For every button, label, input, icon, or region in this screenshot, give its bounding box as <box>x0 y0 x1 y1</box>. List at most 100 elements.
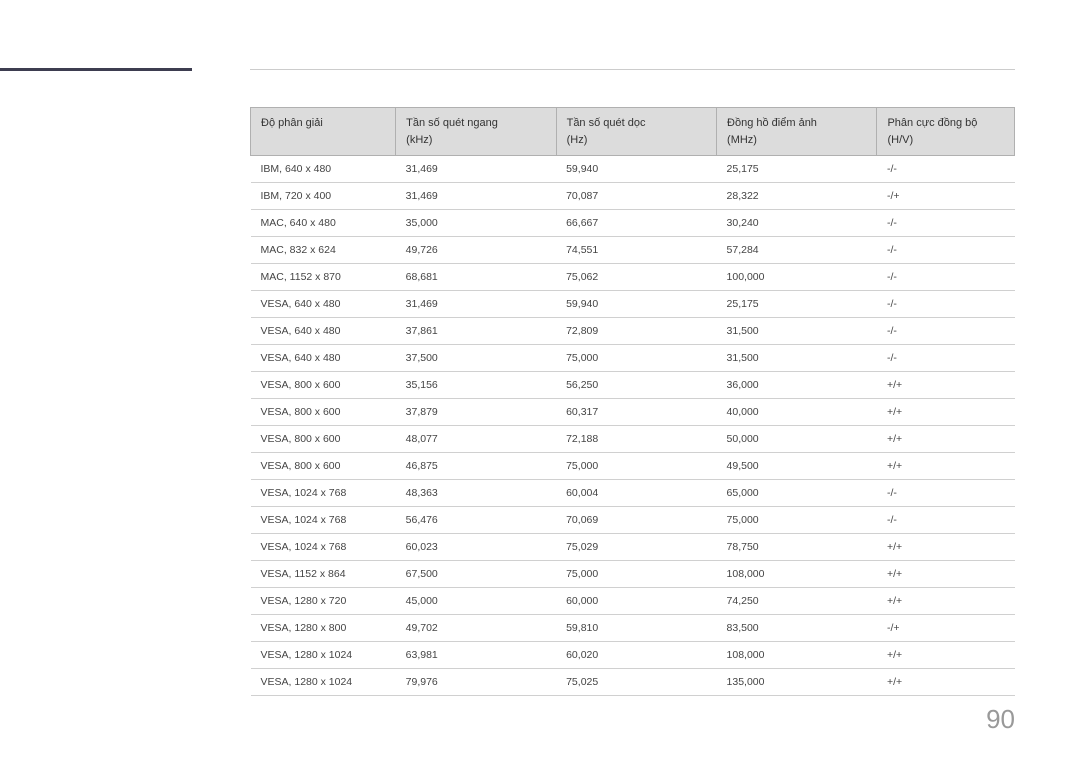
accent-line <box>0 68 192 71</box>
table-cell: 75,029 <box>556 534 716 561</box>
table-cell: 59,810 <box>556 615 716 642</box>
table-row: VESA, 1280 x 102479,97675,025135,000+/+ <box>251 669 1015 696</box>
table-row: IBM, 720 x 40031,46970,08728,322-/+ <box>251 183 1015 210</box>
table-cell: 100,000 <box>717 264 877 291</box>
table-cell: VESA, 1280 x 1024 <box>251 642 396 669</box>
table-cell: 31,500 <box>717 345 877 372</box>
table-cell: IBM, 720 x 400 <box>251 183 396 210</box>
table-cell: +/+ <box>877 453 1015 480</box>
table-cell: +/+ <box>877 642 1015 669</box>
table-cell: 35,000 <box>396 210 556 237</box>
table-cell: VESA, 1024 x 768 <box>251 480 396 507</box>
table-cell: 75,000 <box>556 453 716 480</box>
table-cell: 36,000 <box>717 372 877 399</box>
table-cell: 60,000 <box>556 588 716 615</box>
table-cell: 31,469 <box>396 291 556 318</box>
table-cell: +/+ <box>877 669 1015 696</box>
header-text: Độ phân giải <box>261 117 323 129</box>
table-cell: -/- <box>877 480 1015 507</box>
table-cell: VESA, 800 x 600 <box>251 372 396 399</box>
table-cell: -/- <box>877 345 1015 372</box>
table-cell: -/- <box>877 264 1015 291</box>
table-cell: 72,188 <box>556 426 716 453</box>
table-cell: 83,500 <box>717 615 877 642</box>
table-cell: +/+ <box>877 534 1015 561</box>
table-cell: 25,175 <box>717 291 877 318</box>
table-cell: 59,940 <box>556 156 716 183</box>
table-cell: -/- <box>877 237 1015 264</box>
table-cell: 75,062 <box>556 264 716 291</box>
table-cell: MAC, 640 x 480 <box>251 210 396 237</box>
table-cell: 30,240 <box>717 210 877 237</box>
table-row: VESA, 1280 x 80049,70259,81083,500-/+ <box>251 615 1015 642</box>
header-rule <box>250 69 1015 70</box>
table-row: VESA, 640 x 48031,46959,94025,175-/- <box>251 291 1015 318</box>
col-hfreq: Tần số quét ngang (kHz) <box>396 108 556 156</box>
table-row: VESA, 800 x 60046,87575,00049,500+/+ <box>251 453 1015 480</box>
table-cell: 56,476 <box>396 507 556 534</box>
table-cell: 70,087 <box>556 183 716 210</box>
table-cell: 68,681 <box>396 264 556 291</box>
table-cell: 108,000 <box>717 642 877 669</box>
table-cell: VESA, 1024 x 768 <box>251 507 396 534</box>
table-cell: 74,250 <box>717 588 877 615</box>
table-cell: -/+ <box>877 615 1015 642</box>
table-row: VESA, 800 x 60037,87960,31740,000+/+ <box>251 399 1015 426</box>
table-cell: +/+ <box>877 399 1015 426</box>
table-cell: VESA, 1280 x 720 <box>251 588 396 615</box>
table-cell: 49,500 <box>717 453 877 480</box>
table-cell: VESA, 800 x 600 <box>251 426 396 453</box>
table-cell: 75,000 <box>556 345 716 372</box>
header-unit: (kHz) <box>406 134 432 146</box>
table-cell: 79,976 <box>396 669 556 696</box>
header-text: Tần số quét ngang <box>406 117 498 129</box>
table-cell: VESA, 640 x 480 <box>251 345 396 372</box>
table-cell: 45,000 <box>396 588 556 615</box>
table-cell: -/- <box>877 291 1015 318</box>
table-cell: 59,940 <box>556 291 716 318</box>
table-cell: 74,551 <box>556 237 716 264</box>
table-cell: VESA, 800 x 600 <box>251 453 396 480</box>
table-cell: 46,875 <box>396 453 556 480</box>
table-row: VESA, 1024 x 76860,02375,02978,750+/+ <box>251 534 1015 561</box>
table-cell: 31,500 <box>717 318 877 345</box>
col-vfreq: Tần số quét dọc (Hz) <box>556 108 716 156</box>
table-cell: 75,000 <box>556 561 716 588</box>
table-row: VESA, 800 x 60048,07772,18850,000+/+ <box>251 426 1015 453</box>
timing-table-container: Độ phân giải Tần số quét ngang (kHz) Tần… <box>250 107 1015 696</box>
table-header-row: Độ phân giải Tần số quét ngang (kHz) Tần… <box>251 108 1015 156</box>
table-cell: 57,284 <box>717 237 877 264</box>
table-cell: +/+ <box>877 561 1015 588</box>
table-cell: -/- <box>877 318 1015 345</box>
table-cell: 31,469 <box>396 183 556 210</box>
table-cell: 72,809 <box>556 318 716 345</box>
table-cell: 48,363 <box>396 480 556 507</box>
table-cell: -/+ <box>877 183 1015 210</box>
table-cell: VESA, 1024 x 768 <box>251 534 396 561</box>
table-cell: MAC, 1152 x 870 <box>251 264 396 291</box>
table-cell: VESA, 1152 x 864 <box>251 561 396 588</box>
table-row: MAC, 1152 x 87068,68175,062100,000-/- <box>251 264 1015 291</box>
table-cell: 75,000 <box>717 507 877 534</box>
col-resolution: Độ phân giải <box>251 108 396 156</box>
table-cell: 108,000 <box>717 561 877 588</box>
header-unit: (Hz) <box>567 134 588 146</box>
table-cell: 135,000 <box>717 669 877 696</box>
table-cell: 65,000 <box>717 480 877 507</box>
table-cell: 78,750 <box>717 534 877 561</box>
table-cell: 31,469 <box>396 156 556 183</box>
table-body: IBM, 640 x 48031,46959,94025,175-/-IBM, … <box>251 156 1015 696</box>
table-cell: VESA, 640 x 480 <box>251 318 396 345</box>
table-row: VESA, 1152 x 86467,50075,000108,000+/+ <box>251 561 1015 588</box>
table-cell: 37,879 <box>396 399 556 426</box>
table-cell: 40,000 <box>717 399 877 426</box>
header-unit: (H/V) <box>887 134 913 146</box>
table-row: MAC, 832 x 62449,72674,55157,284-/- <box>251 237 1015 264</box>
table-row: VESA, 1024 x 76856,47670,06975,000-/- <box>251 507 1015 534</box>
table-cell: 63,981 <box>396 642 556 669</box>
table-cell: 75,025 <box>556 669 716 696</box>
table-cell: 70,069 <box>556 507 716 534</box>
table-cell: VESA, 640 x 480 <box>251 291 396 318</box>
table-cell: 37,500 <box>396 345 556 372</box>
header-text: Phân cực đồng bộ <box>887 117 977 129</box>
